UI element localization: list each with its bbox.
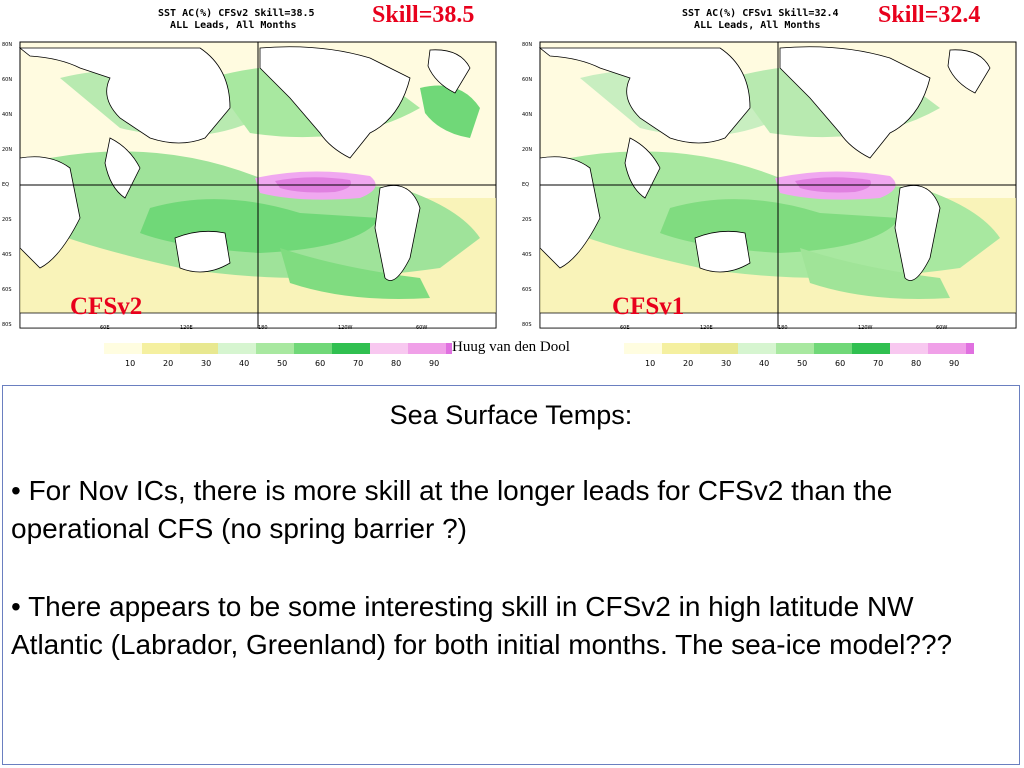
model-label: CFSv2 xyxy=(70,293,143,320)
lon-tick-label: 120W xyxy=(858,325,873,330)
lat-tick-label: EQ xyxy=(522,182,529,188)
colorbar-swatch xyxy=(180,343,218,354)
skill-label: Skill=32.4 xyxy=(878,2,981,28)
colorbar-tick-label: 50 xyxy=(277,359,287,368)
colorbar-swatch xyxy=(370,343,408,354)
colorbar-swatch xyxy=(928,343,966,354)
skill-label: Skill=38.5 xyxy=(372,2,475,28)
lon-tick-label: 120E xyxy=(700,325,713,330)
cfsv2-panel: SST AC(%) CFSv2 Skill=38.5 ALL Leads, Al… xyxy=(0,0,500,385)
lon-tick-label: 120W xyxy=(338,325,353,330)
model-label: CFSv1 xyxy=(612,293,685,320)
lat-tick-label: 20S xyxy=(522,217,532,223)
colorbar: 10 20 30 40 50 60 70 80 90 xyxy=(624,343,974,368)
sst-skill-map: 80N 60N 40N 20N EQ 20S 40S 60S 80S 60E 120E 180 120W… xyxy=(2,41,497,330)
map-title: SST AC(%) CFSv1 Skill=32.4 ALL Leads, Al… xyxy=(682,8,839,31)
lon-tick-label: 60W xyxy=(416,325,427,330)
colorbar-swatch xyxy=(738,343,776,354)
colorbar-swatch xyxy=(966,343,974,354)
lat-tick-label: 20N xyxy=(522,147,532,153)
lat-tick-label: 80S xyxy=(2,322,12,328)
colorbar: 10 20 30 40 50 60 70 80 90 xyxy=(104,343,452,368)
colorbar-tick-label: 80 xyxy=(911,359,921,368)
colorbar-swatch xyxy=(814,343,852,354)
lat-tick-label: 40N xyxy=(2,112,12,118)
colorbar-tick-label: 50 xyxy=(797,359,807,368)
colorbar-swatch xyxy=(624,343,662,354)
colorbar-tick-label: 40 xyxy=(239,359,249,368)
lat-tick-label: EQ xyxy=(2,182,9,188)
lat-tick-label: 80S xyxy=(522,322,532,328)
colorbar-swatch xyxy=(142,343,180,354)
colorbar-tick-label: 70 xyxy=(353,359,363,368)
bullet-point: • For Nov ICs, there is more skill at th… xyxy=(11,475,893,544)
lat-tick-label: 80N xyxy=(522,42,532,48)
colorbar-tick-label: 60 xyxy=(315,359,325,368)
colorbar-swatch xyxy=(332,343,370,354)
colorbar-swatch xyxy=(218,343,256,354)
colorbar-tick-label: 90 xyxy=(949,359,959,368)
colorbar-swatch xyxy=(852,343,890,354)
colorbar-tick-label: 30 xyxy=(721,359,731,368)
colorbar-tick-label: 20 xyxy=(683,359,693,368)
lat-tick-label: 80N xyxy=(2,42,12,48)
cfsv1-panel: SST AC(%) CFSv1 Skill=32.4 ALL Leads, Al… xyxy=(520,0,1020,385)
colorbar-tick-label: 70 xyxy=(873,359,883,368)
colorbar-tick-label: 90 xyxy=(429,359,439,368)
colorbar-tick-label: 40 xyxy=(759,359,769,368)
author-credit: Huug van den Dool xyxy=(452,339,570,355)
lat-tick-label: 20N xyxy=(2,147,12,153)
colorbar-swatch xyxy=(256,343,294,354)
colorbar-tick-label: 80 xyxy=(391,359,401,368)
colorbar-tick-label: 10 xyxy=(645,359,655,368)
lat-tick-label: 20S xyxy=(2,217,12,223)
lat-tick-label: 60S xyxy=(2,287,12,293)
colorbar-swatch xyxy=(408,343,446,354)
lat-tick-label: 40S xyxy=(2,252,12,258)
colorbar-tick-label: 30 xyxy=(201,359,211,368)
colorbar-tick-label: 20 xyxy=(163,359,173,368)
sst-skill-map: 80N 60N 40N 20N EQ 20S 40S 60S 80S 60E 120E 180 120W… xyxy=(522,41,1017,330)
text-box: Sea Surface Temps: • For Nov ICs, there … xyxy=(2,385,1020,765)
bullet-point: • There appears to be some interesting s… xyxy=(11,591,953,660)
lat-tick-label: 40S xyxy=(522,252,532,258)
lat-tick-label: 60N xyxy=(522,77,532,83)
lon-tick-label: 180 xyxy=(258,325,268,330)
lon-tick-label: 180 xyxy=(778,325,788,330)
colorbar-swatch xyxy=(294,343,332,354)
lon-tick-label: 60E xyxy=(100,325,110,330)
colorbar-swatch xyxy=(662,343,700,354)
lat-tick-label: 40N xyxy=(522,112,532,118)
colorbar-swatch xyxy=(700,343,738,354)
colorbar-swatch xyxy=(104,343,142,354)
section-title: Sea Surface Temps: xyxy=(389,400,633,430)
lon-tick-label: 120E xyxy=(180,325,193,330)
colorbar-swatch xyxy=(446,343,452,354)
colorbar-tick-label: 10 xyxy=(125,359,135,368)
colorbar-tick-label: 60 xyxy=(835,359,845,368)
lon-tick-label: 60W xyxy=(936,325,947,330)
map-title: SST AC(%) CFSv2 Skill=38.5 ALL Leads, Al… xyxy=(158,8,315,31)
lon-tick-label: 60E xyxy=(620,325,630,330)
lat-tick-label: 60S xyxy=(522,287,532,293)
lat-tick-label: 60N xyxy=(2,77,12,83)
colorbar-swatch xyxy=(776,343,814,354)
colorbar-swatch xyxy=(890,343,928,354)
